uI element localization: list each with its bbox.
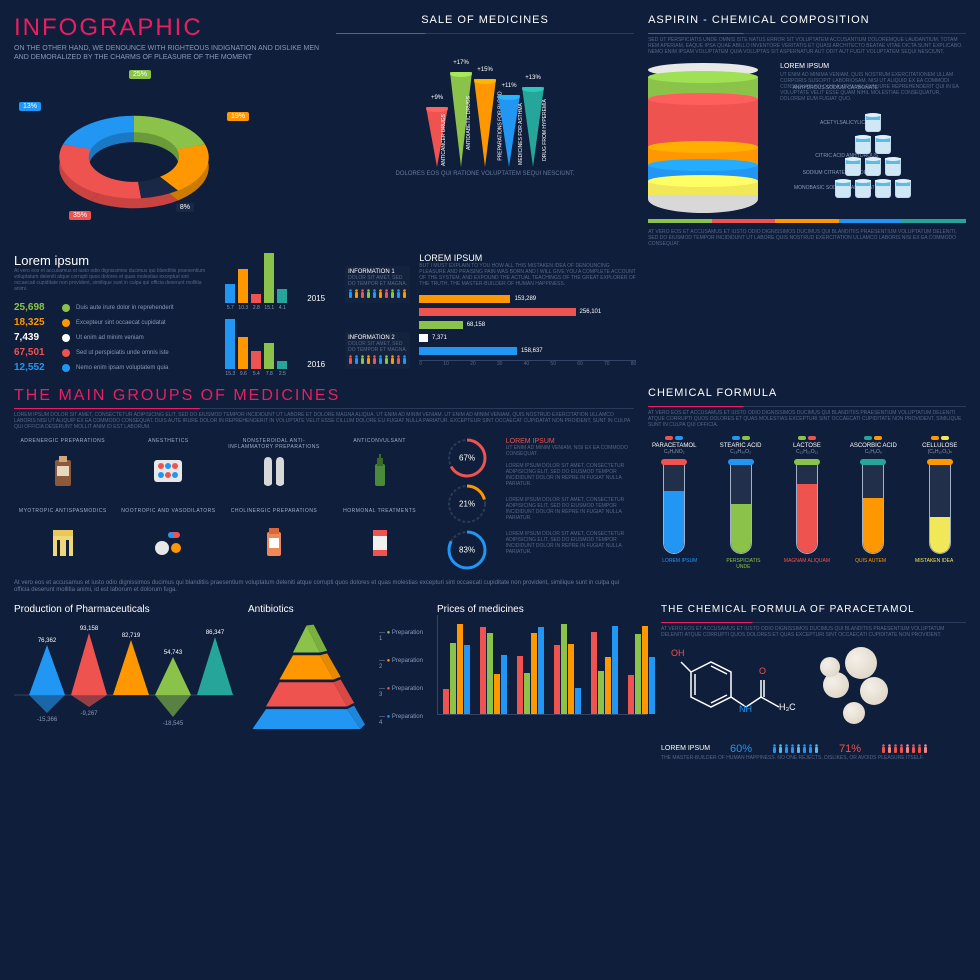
hbar-sub: BUT I MUST EXPLAIN TO YOU HOW ALL THIS M… xyxy=(419,263,636,287)
footer-text: THE MASTER-BUILDER OF HUMAN HAPPINESS. N… xyxy=(661,755,966,761)
main-title: INFOGRAPHIC xyxy=(14,14,322,42)
donut-label-19: 19% xyxy=(227,112,249,121)
paracetamol-text: AT VERO EOS ET ACCUSAMUS ET IUSTO ODIO D… xyxy=(661,626,966,638)
svg-text:82,719: 82,719 xyxy=(122,633,141,639)
prod-title: Production of Pharmaceuticals xyxy=(14,604,234,615)
svg-text:93,158: 93,158 xyxy=(80,626,99,632)
groups-text: LOREM IPSUM DOLOR SIT AMET, CONSECTETUR … xyxy=(14,412,634,430)
legend-list: 25,698Duis aute irure dolor in reprehend… xyxy=(14,298,211,377)
atom-nh: NH xyxy=(739,704,752,714)
prices-chart xyxy=(437,615,647,715)
color-scale xyxy=(648,219,966,223)
footer-lorem: LOREM IPSUM xyxy=(661,745,710,752)
production-chart: 76,362 -15,366 93,158 -9,267 82,719 54,743 -18… xyxy=(14,615,234,745)
donut-label-25: 25% xyxy=(129,70,151,79)
svg-text:54,743: 54,743 xyxy=(164,650,183,656)
test-tubes: PARACETAMOL C₈H₉NO₂ STEARIC ACID C₁₈H₃₆O… xyxy=(648,436,966,554)
medicine-grid: ADRENERGIC PREPARATIONSANESTHETICSNONSTE… xyxy=(14,438,428,570)
aspirin-text: SED UT PERSPICIATIS UNDE OMNIS ISTE NATU… xyxy=(648,37,966,55)
groups-title: THE MAIN GROUPS OF MEDICINES xyxy=(14,387,634,405)
pyramid-chart xyxy=(248,615,365,735)
mini-bars-2015 xyxy=(225,253,287,303)
formula-title: CHEMICAL FORMULA xyxy=(648,387,966,399)
donut-label-8: 8% xyxy=(176,203,194,212)
circ-title: LOREM IPSUM xyxy=(506,438,634,445)
circular-progress-group: 67%21%83% xyxy=(442,438,491,570)
donut-label-35: 35% xyxy=(69,211,91,220)
prices-title: Prices of medicines xyxy=(437,604,647,615)
circ-text: UT ENIM AD MINIM VENIAM, NISI EX EA COMM… xyxy=(506,445,634,457)
lorem-title: Lorem ipsum xyxy=(14,253,211,268)
year-2016: 2016 xyxy=(307,360,325,369)
donut-chart: 25% 19% 8% 35% 13% xyxy=(14,62,254,232)
pills-cluster xyxy=(815,642,905,732)
circ-side-2: LOREM IPSUM DOLOR SIT AMET, CONSECTETUR … xyxy=(506,497,634,521)
formula-text: AT VERO EOS ET ACCUSAMUS ET IUSTO ODIO D… xyxy=(648,410,966,428)
cylinder-chart: ANHYDROUS SODIUM CARBONATEACETYLSALICYLI… xyxy=(648,63,758,213)
lorem-sub: At vero eos et accusamus et iusto odio d… xyxy=(14,268,211,292)
atom-o: O xyxy=(759,666,766,676)
sale-title: SALE OF MEDICINES xyxy=(336,14,634,26)
main-subtitle: ON THE OTHER HAND, WE DENOUNCE WITH RIGH… xyxy=(14,44,322,62)
scale-text: AT VERO EOS ET ACCUSAMUS ET IUSTO ODIO D… xyxy=(648,229,966,247)
atom-h3c: H₃C xyxy=(779,702,796,712)
svg-text:86,347: 86,347 xyxy=(206,630,225,636)
atom-oh: OH xyxy=(671,648,685,658)
cyl-side-title: LOREM IPSUM xyxy=(780,63,966,70)
mini-bars-2016 xyxy=(225,319,287,369)
hbar-title: LOREM IPSUM xyxy=(419,253,636,263)
pct-71: 71% xyxy=(839,743,861,755)
svg-text:-15,366: -15,366 xyxy=(37,717,58,723)
circ-side-3: LOREM IPSUM DOLOR SIT AMET, CONSECTETUR … xyxy=(506,531,634,555)
svg-text:-18,545: -18,545 xyxy=(163,721,184,727)
paracetamol-title: THE CHEMICAL FORMULA OF PARACETAMOL xyxy=(661,604,966,615)
cone-chart: +9% ANTICANCER DRUGS +17% ANTIDIABETIC D… xyxy=(336,57,634,167)
circ-side-1: LOREM IPSUM DOLOR SIT AMET, CONSECTETUR … xyxy=(506,463,634,487)
year-2015: 2015 xyxy=(307,294,325,303)
hbar-chart: 153,289256,10168,1587,371158,637 xyxy=(419,291,636,358)
bottom-text: At vero eos et accusamus et iusto odio d… xyxy=(14,580,634,594)
aspirin-title: ASPIRIN - CHEMICAL COMPOSITION xyxy=(648,14,966,26)
antibiotics-title: Antibiotics xyxy=(248,604,423,615)
pct-60: 60% xyxy=(730,743,752,755)
svg-text:76,362: 76,362 xyxy=(38,638,57,644)
donut-label-13: 13% xyxy=(19,102,41,111)
svg-text:-9,267: -9,267 xyxy=(80,711,98,717)
molecule-diagram: OH O NH H₃C xyxy=(661,642,801,742)
